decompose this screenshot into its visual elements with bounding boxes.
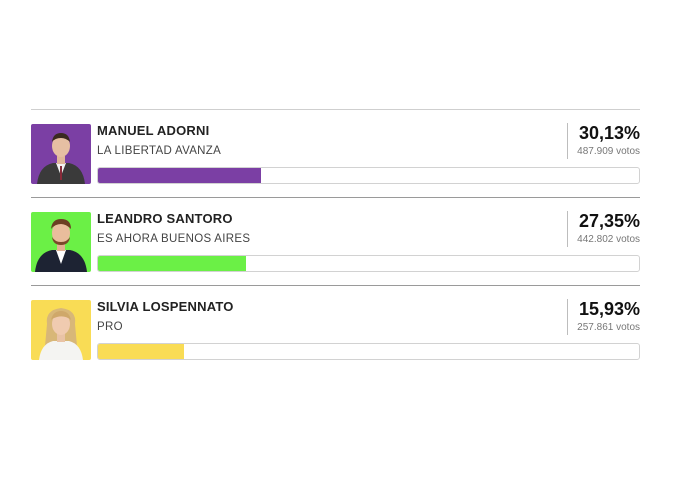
candidate-party: ES AHORA BUENOS AIRES xyxy=(97,233,251,245)
vote-progress-bar xyxy=(97,255,640,272)
candidate-row-lospennato: SILVIA LOSPENNATO PRO 15,93% 257.861 vot… xyxy=(31,286,640,373)
divider xyxy=(31,197,640,198)
divider xyxy=(31,285,640,286)
candidate-photo xyxy=(31,212,91,272)
vote-progress-fill xyxy=(98,344,185,359)
vote-progress-fill xyxy=(98,168,261,183)
election-results: MANUEL ADORNI LA LIBERTAD AVANZA 30,13% … xyxy=(31,109,640,373)
vote-progress-bar xyxy=(97,167,640,184)
candidate-photo xyxy=(31,124,91,184)
candidate-name: MANUEL ADORNI xyxy=(97,123,210,138)
candidate-stats: 15,93% 257.861 votos xyxy=(567,299,640,335)
vote-progress-bar xyxy=(97,343,640,360)
vote-count: 257.861 votos xyxy=(577,322,640,333)
candidate-photo xyxy=(31,300,91,360)
candidate-name: SILVIA LOSPENNATO xyxy=(97,299,234,314)
vote-progress-fill xyxy=(98,256,246,271)
vote-percentage: 15,93% xyxy=(578,299,640,319)
vote-count: 487.909 votos xyxy=(577,146,640,157)
candidate-row-adorni: MANUEL ADORNI LA LIBERTAD AVANZA 30,13% … xyxy=(31,110,640,197)
vote-percentage: 27,35% xyxy=(578,211,640,231)
candidate-party: PRO xyxy=(97,321,123,333)
vote-count: 442.802 votos xyxy=(577,234,640,245)
candidate-row-santoro: LEANDRO SANTORO ES AHORA BUENOS AIRES 27… xyxy=(31,198,640,285)
divider xyxy=(31,109,640,110)
candidate-stats: 27,35% 442.802 votos xyxy=(567,211,640,247)
vote-percentage: 30,13% xyxy=(578,123,640,143)
candidate-name: LEANDRO SANTORO xyxy=(97,211,233,226)
candidate-party: LA LIBERTAD AVANZA xyxy=(97,145,222,157)
candidate-stats: 30,13% 487.909 votos xyxy=(567,123,640,159)
